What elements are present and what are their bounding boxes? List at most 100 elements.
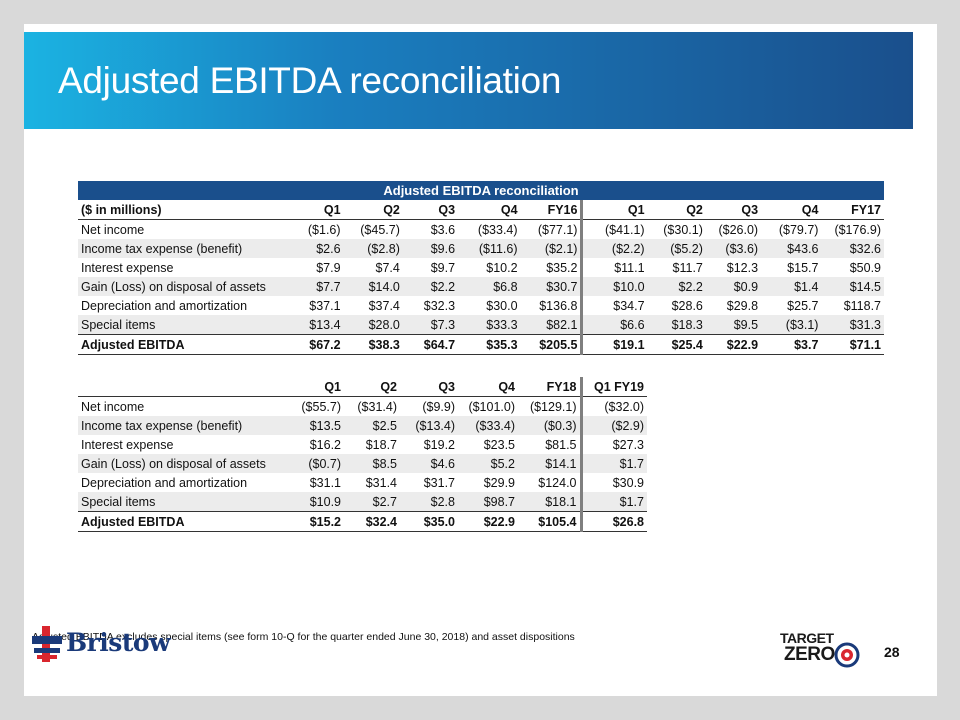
- total-cell: $26.8: [581, 511, 647, 532]
- table-cell: $7.4: [375, 260, 400, 275]
- target-zero-line1: TARGET: [780, 630, 834, 646]
- table-cell: $5.2: [458, 454, 518, 473]
- column-header: Q4: [458, 200, 521, 220]
- row-label: Income tax expense (benefit): [78, 416, 274, 435]
- total-cell: $64.7: [402, 334, 459, 355]
- header-row: ($ in millions) Q1 Q2 Q3 Q4 FY16 Q1 Q2 Q3 Q4 FY17: [78, 200, 884, 220]
- table-cell: $23.5: [483, 437, 515, 452]
- table-cell: $10.0: [581, 277, 648, 296]
- total-cell: $35.3: [458, 334, 521, 355]
- table-cell: $9.6: [402, 239, 459, 258]
- target-icon: [834, 642, 860, 668]
- total-cell: $15.2: [274, 511, 344, 532]
- total-cell: $205.5: [520, 334, 584, 355]
- column-header: [78, 377, 274, 397]
- table-cell: $30.7: [520, 277, 584, 296]
- table-cell: $29.9: [483, 475, 515, 490]
- table-cell: $14.5: [821, 277, 884, 296]
- total-cell: $19.1: [581, 334, 648, 355]
- row-label: Special items: [78, 492, 274, 512]
- table-cell: $18.3: [647, 315, 706, 335]
- row-label: Interest expense: [81, 260, 174, 275]
- total-cell: $71.1: [821, 334, 884, 355]
- row-label: Income tax expense (benefit): [78, 239, 283, 258]
- table-cell: ($3.6): [705, 239, 762, 258]
- table-cell: $1.7: [581, 492, 647, 512]
- table-row: Income tax expense (benefit) $2.6 ($2.8) $9…: [78, 239, 884, 258]
- table-row: Special items $10.9 $2.7 $2.8 $98.7 $18.1 $1.7: [78, 492, 647, 512]
- table-cell: $2.5: [344, 416, 400, 435]
- column-header: FY18: [518, 377, 583, 397]
- row-label: Special items: [78, 315, 283, 335]
- table-cell: $28.6: [671, 298, 703, 313]
- table-row: Interest expense $7.9 $7.4 $9.7 $10.2 $35.2 $1…: [78, 258, 884, 277]
- row-label: Gain (Loss) on disposal of assets: [78, 454, 274, 473]
- table-cell: $31.7: [423, 475, 455, 490]
- table-cell: $29.8: [726, 298, 759, 313]
- total-cell: $25.4: [647, 334, 706, 355]
- table-cell: $98.7: [458, 492, 518, 512]
- column-header: FY16: [520, 200, 584, 220]
- table-cell: $6.6: [581, 315, 648, 335]
- table-cell: $4.6: [400, 454, 458, 473]
- table-cell: $118.7: [843, 298, 881, 313]
- column-header: ($ in millions): [78, 200, 283, 220]
- table-cell: $82.1: [520, 315, 584, 335]
- table-cell: $27.3: [612, 437, 644, 452]
- table-cell: $6.8: [458, 277, 521, 296]
- table-cell: ($30.1): [663, 222, 703, 237]
- table-cell: ($2.9): [581, 416, 647, 435]
- table-cell: $2.7: [344, 492, 400, 512]
- column-header: Q4: [761, 200, 822, 220]
- table-cell: $7.7: [282, 277, 344, 296]
- table-cell: ($26.0): [718, 222, 759, 237]
- row-label: Depreciation and amortization: [81, 298, 248, 313]
- total-row: Adjusted EBITDA $15.2 $32.4 $35.0 $22.9 $105.…: [78, 511, 647, 532]
- table-cell: $124.0: [518, 473, 583, 492]
- column-header: Q3: [402, 200, 459, 220]
- table-cell: $25.7: [787, 298, 819, 313]
- total-cell: $67.2: [282, 334, 344, 355]
- column-header: Q4: [458, 377, 518, 397]
- table-cell: $28.0: [343, 315, 403, 335]
- table-cell: $2.2: [402, 277, 459, 296]
- table-cell: $3.6: [430, 222, 456, 237]
- table-cell: $35.2: [520, 258, 584, 277]
- table-cell: ($2.1): [520, 239, 584, 258]
- column-header: Q2: [647, 200, 706, 220]
- table-cell: $1.4: [761, 277, 822, 296]
- table-cell: $31.4: [365, 475, 397, 490]
- table-row: Income tax expense (benefit) $13.5 $2.5 ($1…: [78, 416, 647, 435]
- page-number: 28: [884, 644, 900, 660]
- table-cell: ($0.7): [274, 454, 344, 473]
- table-cell: ($79.7): [778, 222, 819, 237]
- total-label: Adjusted EBITDA: [78, 511, 274, 532]
- table-cell: $50.9: [849, 260, 881, 275]
- row-label: Gain (Loss) on disposal of assets: [78, 277, 283, 296]
- table-cell: ($2.2): [581, 239, 648, 258]
- total-cell: $22.9: [458, 511, 518, 532]
- table-cell: ($33.4): [458, 416, 518, 435]
- table-cell: $136.8: [520, 296, 584, 315]
- table-row: Interest expense $16.2 $18.7 $19.2 $23.5 $81.…: [78, 435, 647, 454]
- table-row: Special items $13.4 $28.0 $7.3 $33.3 $82.1 $6.…: [78, 315, 884, 335]
- table-cell: $11.1: [614, 260, 645, 275]
- table-cell: $8.5: [344, 454, 400, 473]
- total-cell: $105.4: [518, 511, 583, 532]
- table-cell: ($77.1): [520, 219, 584, 239]
- table-cell: $9.7: [430, 260, 456, 275]
- total-cell: $35.0: [400, 511, 458, 532]
- ebitda-table-fy18-fy19: Q1 Q2 Q3 Q4 FY18 Q1 FY19 Net income ($55.7) ($31…: [78, 377, 647, 532]
- table-cell: $2.8: [400, 492, 458, 512]
- column-header: Q1: [581, 200, 648, 220]
- table-cell: $2.6: [282, 239, 344, 258]
- title-banner: Adjusted EBITDA reconciliation: [24, 32, 913, 129]
- table-cell: ($13.4): [400, 416, 458, 435]
- table-cell: $14.1: [518, 454, 583, 473]
- table-cell: ($31.4): [357, 399, 397, 414]
- table-cell: $14.0: [343, 277, 403, 296]
- table-cell: $7.3: [402, 315, 459, 335]
- slide: Adjusted EBITDA reconciliation: [24, 24, 937, 696]
- target-zero-logo: TARGET ZERO: [780, 630, 860, 670]
- table-cell: ($101.0): [468, 399, 515, 414]
